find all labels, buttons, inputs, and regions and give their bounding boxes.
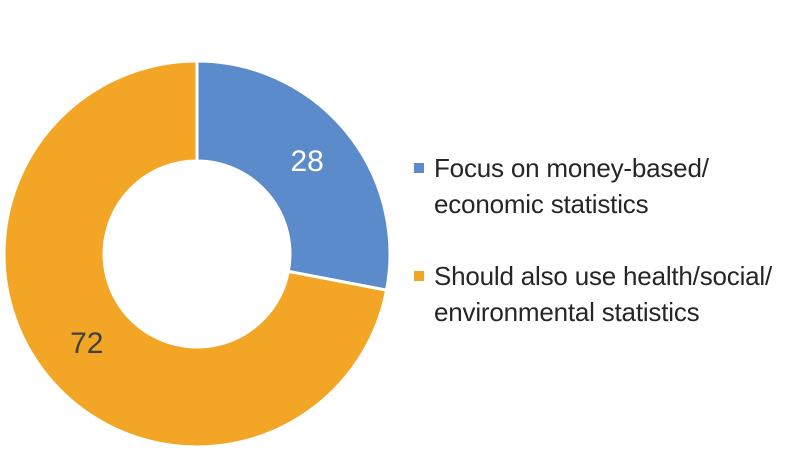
donut-slice-0 (195, 59, 392, 292)
data-label-1: 72 (70, 327, 103, 360)
legend-label-health-social: Should also use health/social/ environme… (434, 261, 773, 327)
legend-item-money-based: Focus on money-based/ economic statistic… (414, 150, 794, 222)
donut-slice-1 (2, 59, 389, 449)
legend-item-health-social: Should also use health/social/ environme… (414, 258, 794, 330)
legend-swatch-health-social (414, 271, 424, 281)
data-label-0: 28 (290, 145, 323, 178)
legend-swatch-money-based (414, 163, 424, 173)
legend-label-money-based: Focus on money-based/ economic statistic… (434, 153, 709, 219)
legend: Focus on money-based/ economic statistic… (414, 150, 794, 366)
data-labels-group: 28 72 (70, 145, 324, 360)
slices-group (2, 59, 392, 449)
